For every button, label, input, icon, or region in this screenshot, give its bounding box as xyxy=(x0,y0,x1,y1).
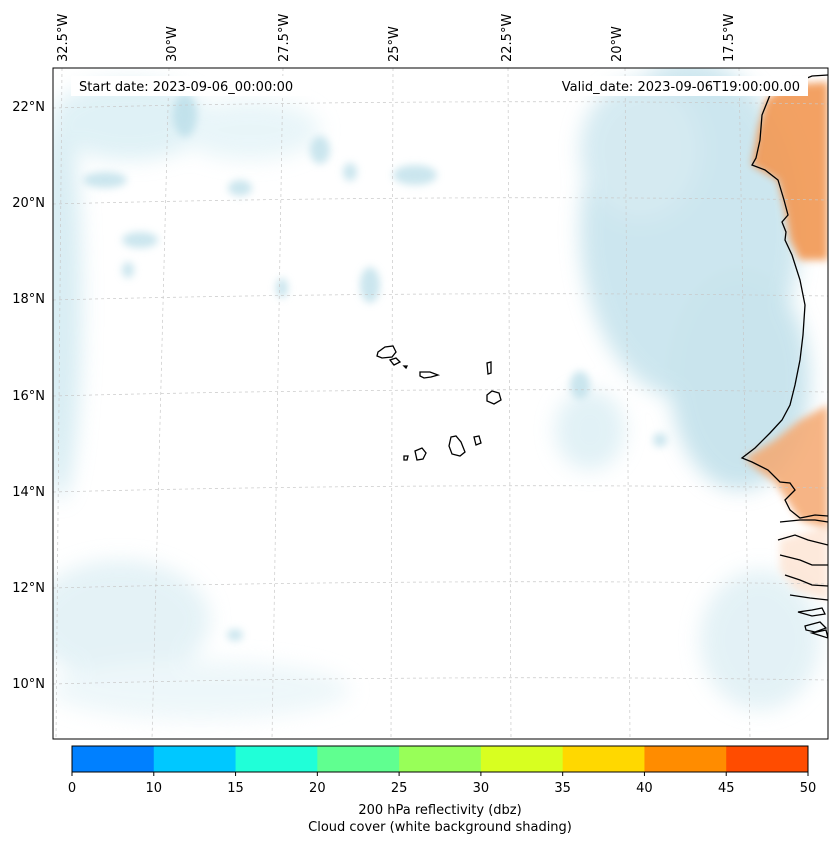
meridian-line xyxy=(55,68,63,739)
valid-date-box: Valid_date: 2023-09-06T19:00:00.00 xyxy=(540,76,808,96)
colorbar-tick-label: 50 xyxy=(800,781,817,796)
parallel-line xyxy=(53,677,828,685)
colorbar-tick-label: 15 xyxy=(227,781,244,796)
colorbar: 0 10 15 20 25 30 35 40 45 50 200 hPa reflectivity… xyxy=(68,745,816,835)
colorbar-swatch xyxy=(235,746,318,772)
colorbar-tick-label: 45 xyxy=(718,781,735,796)
lat-label-22n: 22°N xyxy=(12,100,45,115)
maio-island xyxy=(473,435,482,446)
parallel-line xyxy=(53,101,828,109)
map-frame xyxy=(52,67,829,740)
parallel-line xyxy=(53,389,828,397)
colorbar-frame xyxy=(71,745,809,773)
start-date-label: Start date: 2023-09-06_00:00:00 xyxy=(79,80,293,95)
meridian-line xyxy=(151,68,170,739)
longitude-labels: 32.5°W 30°W 27.5°W 25°W 22.5°W 20°W 17.5… xyxy=(56,14,737,62)
lon-label-27-5w: 27.5°W xyxy=(277,14,292,62)
colorbar-tick-label: 40 xyxy=(636,781,653,796)
graticule xyxy=(53,68,828,739)
cape-verde-islands xyxy=(376,345,502,461)
santo-antao-island xyxy=(376,345,397,359)
colorbar-swatch xyxy=(726,746,809,772)
colorbar-swatch xyxy=(72,746,155,772)
boa-vista-island xyxy=(486,390,502,405)
lon-label-32-5w: 32.5°W xyxy=(56,14,71,62)
colorbar-swatches xyxy=(72,746,809,772)
lat-label-18n: 18°N xyxy=(12,292,45,307)
coastlines xyxy=(740,74,828,639)
fogo-island xyxy=(414,447,427,461)
cloud-cover-broad xyxy=(53,68,820,720)
guinea-bissau-islands xyxy=(797,607,828,639)
meridian-line xyxy=(271,68,284,739)
parallel-line xyxy=(53,581,828,589)
sao-nicolau-island xyxy=(419,371,441,379)
lon-label-17-5w: 17.5°W xyxy=(722,14,737,62)
colorbar-swatch xyxy=(399,746,482,772)
cloud-cover-cells xyxy=(83,93,667,641)
parallel-line xyxy=(53,293,828,301)
santiago-island xyxy=(448,435,466,457)
lon-label-20w: 20°W xyxy=(610,26,625,62)
lon-label-25w: 25°W xyxy=(387,26,402,62)
lat-label-12n: 12°N xyxy=(12,581,45,596)
map-panel: Start date: 2023-09-06_00:00:00 Valid_da… xyxy=(52,67,829,740)
sal-island xyxy=(486,361,492,375)
land-reflectivity-shading xyxy=(745,82,828,600)
lat-label-16n: 16°N xyxy=(12,389,45,404)
colorbar-swatch xyxy=(480,746,564,772)
colorbar-tick-label: 0 xyxy=(68,781,76,796)
cloud-shading-layer xyxy=(53,68,828,720)
colorbar-tick-label: 35 xyxy=(554,781,571,796)
gambia-coastline xyxy=(777,519,828,601)
latitude-labels: 22°N 20°N 18°N 16°N 14°N 12°N 10°N xyxy=(12,100,45,692)
start-date-background xyxy=(71,76,311,96)
meridian-line xyxy=(624,68,631,739)
lat-label-14n: 14°N xyxy=(12,485,45,500)
parallel-line xyxy=(53,197,828,205)
colorbar-label: 200 hPa reflectivity (dbz) xyxy=(358,803,521,818)
lon-label-30w: 30°W xyxy=(165,26,180,62)
meridian-line xyxy=(507,68,512,739)
valid-date-label: Valid_date: 2023-09-06T19:00:00.00 xyxy=(562,80,800,95)
lat-label-10n: 10°N xyxy=(12,677,45,692)
santa-luzia-island xyxy=(402,365,409,370)
lat-label-20n: 20°N xyxy=(12,196,45,211)
brava-island xyxy=(403,455,409,461)
colorbar-tick-label: 10 xyxy=(146,781,163,796)
colorbar-tick-label: 30 xyxy=(473,781,490,796)
meridian-line xyxy=(390,68,394,739)
valid-date-background xyxy=(540,76,808,96)
colorbar-sublabel: Cloud cover (white background shading) xyxy=(308,820,572,835)
colorbar-ticks: 0 10 15 20 25 30 35 40 45 50 xyxy=(68,772,816,796)
colorbar-swatch xyxy=(153,746,237,772)
colorbar-swatch xyxy=(644,746,727,772)
africa-coastline xyxy=(740,74,828,519)
sao-vicente-island xyxy=(388,357,402,366)
colorbar-swatch xyxy=(562,746,645,772)
lon-label-22-5w: 22.5°W xyxy=(500,14,515,62)
parallel-line xyxy=(53,485,828,493)
meridian-line xyxy=(738,68,751,739)
colorbar-tick-label: 25 xyxy=(391,781,408,796)
colorbar-swatch xyxy=(317,746,400,772)
start-date-box: Start date: 2023-09-06_00:00:00 xyxy=(71,76,311,96)
colorbar-tick-label: 20 xyxy=(309,781,326,796)
